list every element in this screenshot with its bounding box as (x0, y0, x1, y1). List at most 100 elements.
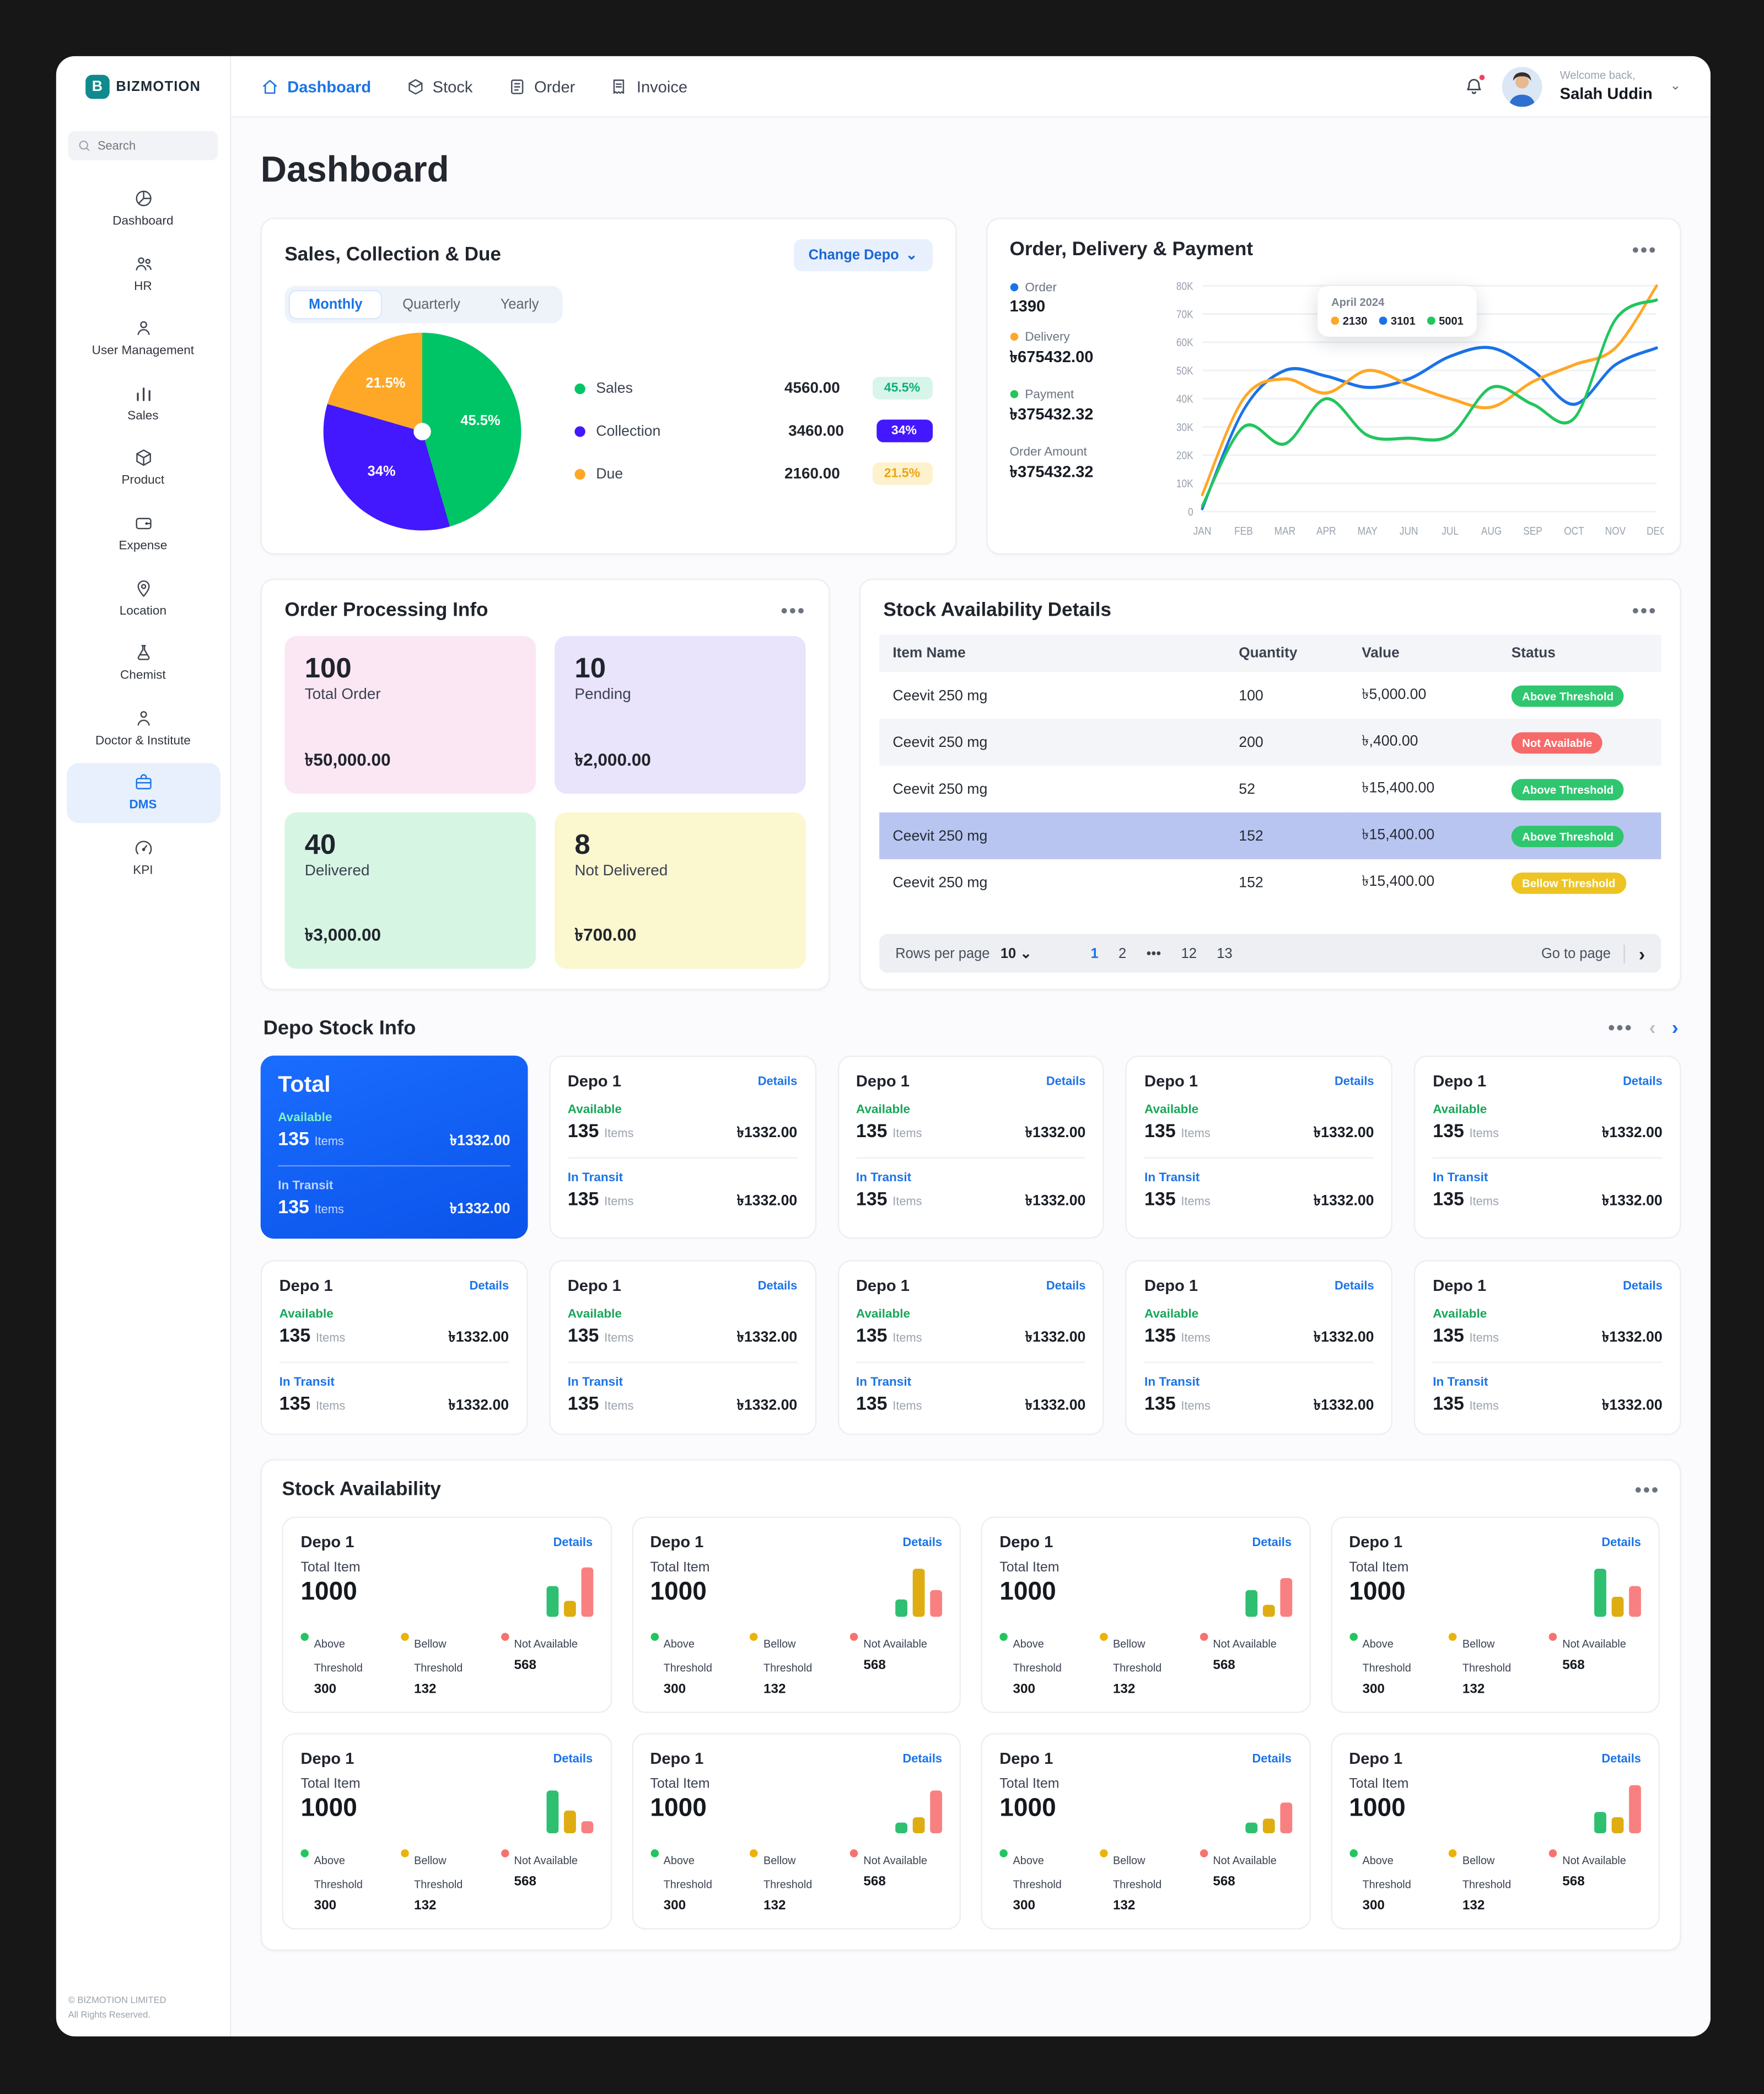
tab-yearly[interactable]: Yearly (500, 297, 539, 313)
more-options-button[interactable]: ••• (1634, 1478, 1660, 1501)
sidebar-search[interactable] (68, 131, 218, 160)
tile-label: Pending (574, 687, 631, 703)
invoice-receipt-icon (614, 79, 625, 93)
sidebar-item-label: DMS (129, 798, 157, 812)
page-button-2[interactable]: 2 (1118, 945, 1127, 962)
more-options-button[interactable]: ••• (781, 599, 806, 622)
sidebar-item-hr[interactable]: HR (66, 244, 220, 304)
stat-value: 1390 (1009, 297, 1046, 316)
details-link[interactable]: Details (1623, 1278, 1663, 1293)
svg-text:AUG: AUG (1481, 525, 1501, 538)
table-row-selected[interactable]: Ceevit 250 mg 152 ৳15,400.00 Above Thresho… (879, 812, 1661, 859)
table-row[interactable]: Ceevit 250 mg 152 ৳15,400.00 Bellow Thresh… (879, 859, 1661, 906)
page-button-1[interactable]: 1 (1090, 945, 1099, 962)
sidebar-item-dashboard[interactable]: Dashboard (66, 179, 220, 239)
total-item-value: 1000 (650, 1578, 707, 1606)
legend-bellow-threshold: Bellow Threshold 132 (750, 1847, 842, 1913)
user-avatar[interactable] (1502, 66, 1543, 106)
go-to-page: Go to page › (1541, 943, 1645, 964)
details-link[interactable]: Details (757, 1278, 798, 1293)
more-options-button[interactable]: ••• (1607, 1016, 1633, 1040)
depo-card-title: Depo 1 (999, 1532, 1053, 1552)
sidebar-item-label: HR (134, 278, 152, 292)
details-link[interactable]: Details (553, 1752, 593, 1765)
notification-bell-button[interactable] (1464, 73, 1487, 97)
available-label: Available (278, 1110, 332, 1124)
total-item-value: 1000 (999, 1578, 1056, 1606)
user-menu-chevron-icon[interactable]: ⌄ (1670, 79, 1681, 94)
legend-dot (1449, 1849, 1458, 1858)
sidebar-item-user-management[interactable]: User Management (66, 309, 220, 369)
table-row[interactable]: Ceevit 250 mg 100 ৳5,000.00 Above Threshol… (879, 672, 1661, 719)
tooltip-dot (1427, 317, 1435, 325)
app-logo[interactable]: B BIZMOTION (56, 56, 230, 118)
details-link[interactable]: Details (902, 1535, 943, 1549)
total-item-label: Total Item (999, 1560, 1060, 1576)
tab-invoice[interactable]: Invoice (610, 77, 687, 95)
sidebar-item-product[interactable]: Product (66, 439, 220, 498)
details-link[interactable]: Details (1046, 1278, 1086, 1293)
change-depo-button[interactable]: Change Depo ⌄ (794, 239, 932, 272)
sidebar-item-expense[interactable]: Expense (66, 504, 220, 563)
sales-pie-chart: 45.5% 34% 21.5% (322, 332, 521, 530)
depo-card: Depo 1 Details Available 135 Items ৳1332.00… (1126, 1056, 1393, 1239)
more-options-button[interactable]: ••• (1632, 599, 1658, 622)
sidebar-item-sales[interactable]: Sales (66, 374, 220, 433)
details-link[interactable]: Details (553, 1535, 593, 1549)
mini-bar-chart (895, 1560, 943, 1617)
legend-dot (850, 1633, 858, 1641)
available-label: Available (1144, 1102, 1199, 1116)
details-link[interactable]: Details (902, 1752, 943, 1765)
page-button-12[interactable]: 12 (1181, 945, 1197, 962)
tab-label: Order (534, 77, 576, 96)
svg-text:SEP: SEP (1523, 525, 1542, 538)
order-delivery-payment-card: Order, Delivery & Payment ••• Order 1390… (985, 218, 1681, 555)
details-link[interactable]: Details (757, 1074, 798, 1088)
carousel-next-icon[interactable]: › (1671, 1016, 1679, 1040)
details-link[interactable]: Details (1046, 1074, 1086, 1088)
depo-availability-card: Depo 1 Details Total Item 1000 Above Thres… (1330, 1733, 1660, 1930)
tab-order[interactable]: Order (507, 77, 575, 95)
sidebar-item-location[interactable]: Location (66, 569, 220, 628)
details-link[interactable]: Details (1334, 1278, 1374, 1293)
details-link[interactable]: Details (1334, 1074, 1374, 1088)
next-page-arrow-icon[interactable]: › (1638, 943, 1645, 965)
wallet-icon (135, 518, 151, 530)
sidebar-item-doctor-institute[interactable]: Doctor & Institute (66, 699, 220, 758)
page-ellipsis-button[interactable]: ••• (1146, 945, 1161, 962)
total-item-label: Total Item (650, 1560, 710, 1576)
rows-per-page-select[interactable]: 10 ⌄ (1000, 945, 1032, 962)
legend-dot (400, 1849, 409, 1858)
depo-card-title: Depo 1 (999, 1749, 1053, 1768)
search-input[interactable] (97, 139, 209, 153)
table-row[interactable]: Ceevit 250 mg 52 ৳15,400.00 Above Threshol… (879, 766, 1661, 812)
topbar-right: Welcome back, Salah Uddin ⌄ (1464, 66, 1681, 106)
sidebar-item-dms[interactable]: DMS (66, 763, 220, 823)
svg-text:50K: 50K (1176, 365, 1193, 378)
details-link[interactable]: Details (1623, 1074, 1663, 1088)
sidebar-nav: Dashboard HR User Management Sales Produ… (56, 166, 230, 2037)
tab-label: Stock (432, 77, 473, 96)
table-row[interactable]: Ceevit 250 mg 200 ৳,400.00 Not Available (879, 719, 1661, 766)
legend-dot (1449, 1633, 1458, 1641)
tooltip-dot (1331, 317, 1339, 325)
details-link[interactable]: Details (1252, 1752, 1292, 1765)
details-link[interactable]: Details (1252, 1535, 1292, 1549)
carousel-prev-icon[interactable]: ‹ (1649, 1016, 1656, 1040)
stock-table: Item Name Quantity Value Status Ceevit 2… (879, 634, 1661, 923)
details-link[interactable]: Details (1601, 1535, 1641, 1549)
details-link[interactable]: Details (1601, 1752, 1641, 1765)
details-link[interactable]: Details (469, 1278, 509, 1293)
sidebar-item-chemist[interactable]: Chemist (66, 634, 220, 693)
sidebar-item-kpi[interactable]: KPI (66, 828, 220, 888)
tile-label: Delivered (304, 862, 370, 879)
card-title: Stock Availability (282, 1479, 441, 1501)
depo-availability-card: Depo 1 Details Total Item 1000 Above Thres… (981, 1733, 1310, 1930)
tab-monthly[interactable]: Monthly (288, 290, 383, 320)
more-options-button[interactable]: ••• (1632, 238, 1658, 261)
tab-stock[interactable]: Stock (406, 77, 472, 95)
tab-quarterly[interactable]: Quarterly (402, 297, 460, 313)
page-button-13[interactable]: 13 (1217, 945, 1233, 962)
tab-dashboard[interactable]: Dashboard (261, 77, 371, 95)
